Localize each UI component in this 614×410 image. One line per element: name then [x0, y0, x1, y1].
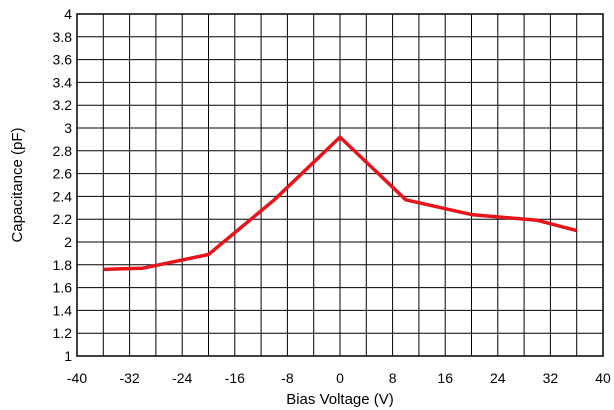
y-tick-label: 2.4: [53, 188, 73, 204]
x-tick-label: 16: [437, 370, 453, 386]
y-tick-label: 3.8: [53, 29, 73, 45]
y-tick-label: 3.6: [53, 52, 73, 68]
x-tick-label: -32: [119, 370, 139, 386]
y-axis-label: Capacitance (pF): [9, 127, 26, 242]
y-tick-label: 3.2: [53, 97, 73, 113]
y-tick-label: 3: [64, 120, 72, 136]
series-group: [103, 135, 578, 272]
x-axis-tick-labels: -40 -32 -24 -16 -8 0 8 16 24 32 40: [67, 370, 611, 386]
x-tick-label: 8: [389, 370, 397, 386]
y-tick-label: 1.8: [53, 257, 73, 273]
y-tick-label: 1.4: [53, 302, 73, 318]
x-tick-label: 32: [543, 370, 559, 386]
y-tick-label: 2.6: [53, 166, 73, 182]
x-tick-label: -40: [67, 370, 87, 386]
plot-area-border: [76, 13, 604, 357]
y-tick-label: 4: [64, 6, 72, 22]
x-tick-label: 0: [336, 370, 344, 386]
y-tick-label: 1.6: [53, 280, 73, 296]
grid-lines: [77, 14, 603, 356]
y-axis-tick-labels: 1 1.2 1.4 1.6 1.8 2 2.2 2.4 2.6 2.8 3 3.2 3.4 3.6 3.8 4: [53, 6, 73, 364]
x-tick-label: -16: [225, 370, 245, 386]
y-tick-label: 2.8: [53, 143, 73, 159]
series-line: [103, 135, 578, 272]
y-tick-label: 2: [64, 234, 72, 250]
y-tick-label: 1: [64, 348, 72, 364]
x-tick-label: -24: [172, 370, 192, 386]
x-tick-label: 40: [595, 370, 611, 386]
y-tick-label: 3.4: [53, 74, 73, 90]
y-tick-label: 1.2: [53, 325, 73, 341]
x-axis-label: Bias Voltage (V): [286, 391, 394, 408]
x-tick-label: -8: [281, 370, 294, 386]
y-tick-label: 2.2: [53, 211, 73, 227]
x-tick-label: 24: [490, 370, 506, 386]
